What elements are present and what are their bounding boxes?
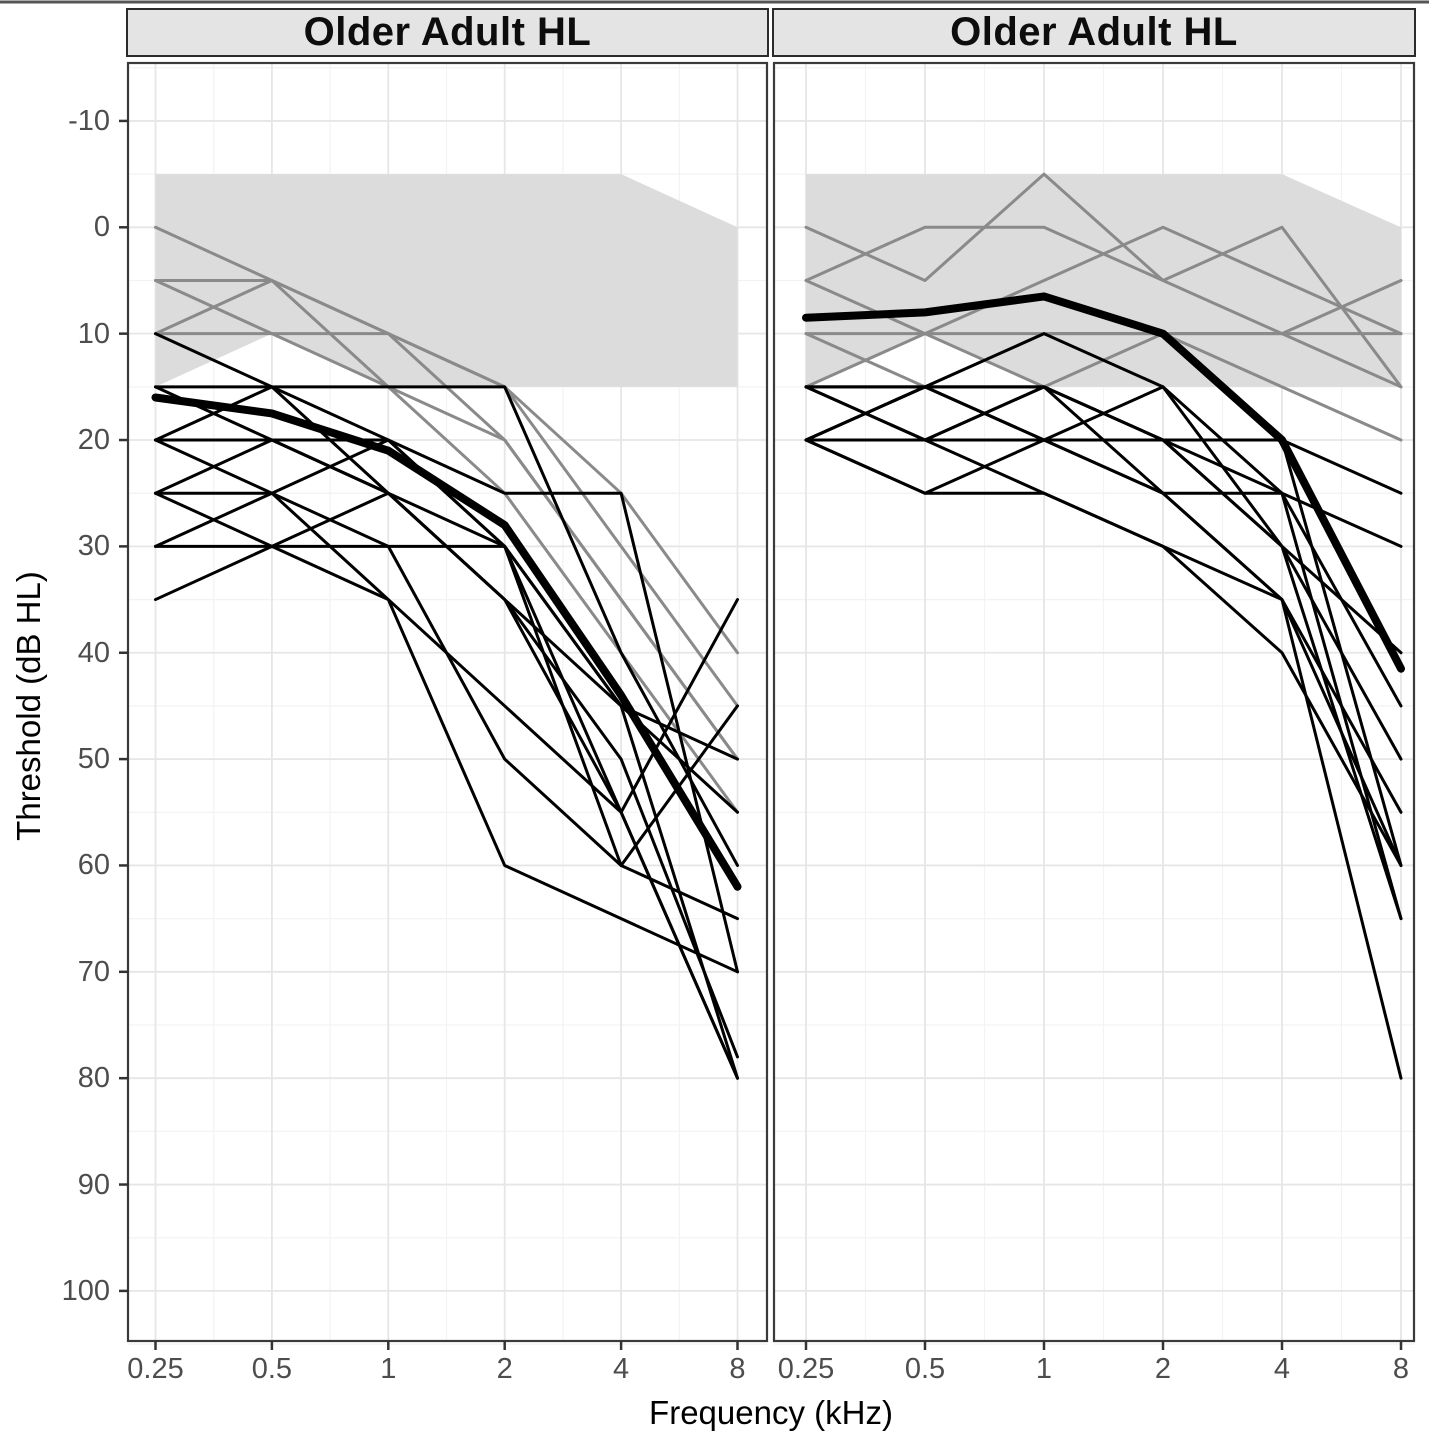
- panel-data-layer: [151, 174, 742, 1080]
- x-tick-label: 4: [613, 1353, 630, 1385]
- x-tick-label: 0.25: [777, 1353, 835, 1385]
- y-tick-label: 100: [61, 1274, 110, 1307]
- facet-panel: [126, 61, 769, 1350]
- y-tick-label: 50: [77, 743, 110, 776]
- y-tick-label: 10: [77, 317, 110, 350]
- x-tick-label: 1: [1035, 1353, 1053, 1385]
- y-tick-label: 60: [77, 849, 110, 882]
- y-tick-label: 70: [77, 955, 110, 988]
- x-tick-label: 2: [496, 1353, 513, 1385]
- y-tick-label: 80: [77, 1062, 110, 1095]
- x-tick-label: 2: [1154, 1353, 1172, 1385]
- facet-header-left: Older Adult HL: [126, 8, 769, 57]
- subject-line-gray: [154, 278, 739, 761]
- y-tick-label: 90: [77, 1168, 110, 1201]
- subject-line-black: [154, 544, 739, 974]
- subject-line-black: [804, 385, 1403, 495]
- subject-line-gray: [804, 278, 1403, 389]
- facet-title-right: Older Adult HL: [950, 10, 1238, 54]
- subject-line-black: [154, 332, 739, 1080]
- y-tick-label: 30: [77, 530, 110, 563]
- panel-data-layer: [802, 172, 1405, 1080]
- subject-line-black: [154, 438, 739, 974]
- facet-panel: [772, 61, 1416, 1350]
- subject-line-black: [154, 385, 739, 867]
- y-tick-label: 0: [93, 211, 110, 244]
- mean-line: [802, 292, 1405, 673]
- mean-line: [151, 393, 742, 891]
- panel-border: [126, 61, 769, 1343]
- x-axis-title: Frequency (kHz): [649, 1394, 893, 1431]
- x-tick-label: 0.5: [904, 1353, 946, 1385]
- x-tick-label: 8: [729, 1353, 746, 1385]
- x-tick-label: 0.25: [127, 1353, 184, 1385]
- x-tick-label: 1: [380, 1353, 397, 1385]
- subject-line-black: [804, 438, 1403, 867]
- x-tick-label: 4: [1273, 1353, 1291, 1385]
- subject-line-black: [804, 385, 1403, 548]
- facet-header-right: Older Adult HL: [772, 8, 1416, 57]
- subject-line-black: [154, 491, 739, 921]
- subject-line-black: [804, 385, 1403, 814]
- facet-title-left: Older Adult HL: [303, 10, 592, 54]
- subject-line-gray: [154, 278, 739, 814]
- x-tick-label: 0.5: [251, 1353, 293, 1385]
- y-tick-label: 40: [77, 636, 110, 669]
- subject-line-gray: [804, 225, 1403, 389]
- y-tick-label: -10: [68, 104, 110, 137]
- y-axis-title: Threshold (dB HL): [10, 571, 47, 841]
- subject-line-black: [154, 385, 739, 867]
- y-tick-label: 20: [77, 424, 110, 457]
- subject-line-gray: [804, 172, 1403, 389]
- subject-line-black: [154, 385, 739, 814]
- panel-border: [772, 61, 1416, 1343]
- subject-line-gray: [154, 332, 739, 655]
- x-tick-label: 8: [1392, 1353, 1410, 1385]
